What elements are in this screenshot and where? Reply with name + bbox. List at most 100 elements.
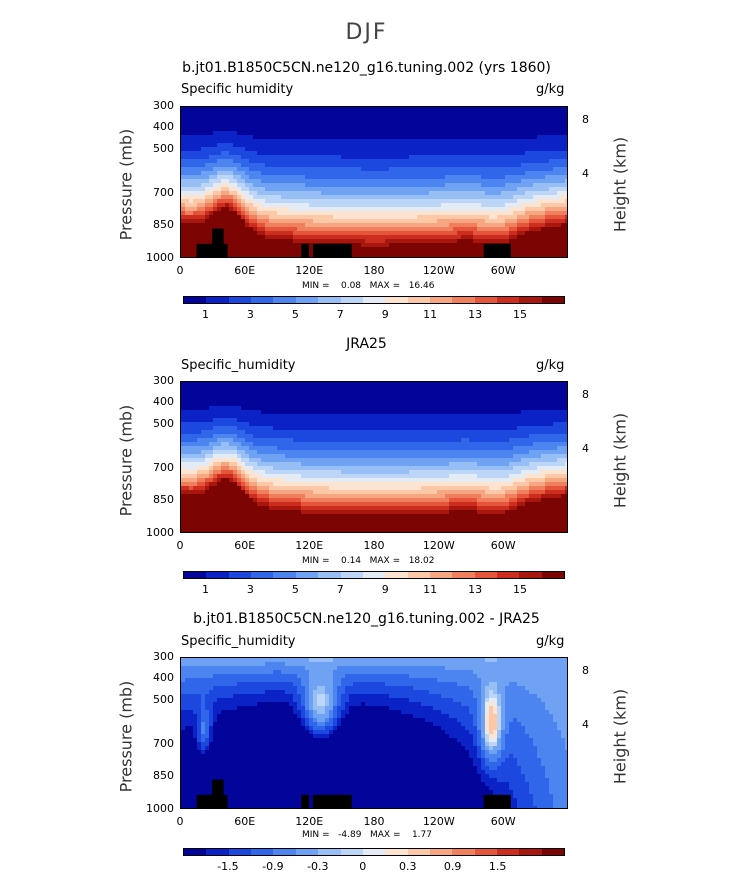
heatmap-cell — [509, 147, 514, 152]
heatmap-cell — [217, 394, 222, 399]
heatmap-cell — [257, 219, 262, 224]
heatmap-cell — [473, 127, 478, 132]
heatmap-cell — [261, 486, 266, 491]
heatmap-cell — [421, 167, 426, 172]
heatmap-cell — [329, 155, 334, 160]
heatmap-cell — [457, 231, 462, 236]
heatmap-cell — [329, 179, 334, 184]
heatmap-cell — [537, 251, 542, 256]
heatmap-cell — [277, 406, 282, 411]
heatmap-cell — [457, 111, 462, 116]
heatmap-cell — [513, 195, 518, 200]
heatmap-cell — [209, 167, 214, 172]
heatmap-cell — [501, 175, 506, 180]
heatmap-cell — [205, 510, 210, 515]
heatmap-cell — [433, 115, 438, 120]
heatmap-cell — [325, 131, 330, 136]
heatmap-cell — [293, 390, 298, 395]
heatmap-cell — [277, 394, 282, 399]
heatmap-cell — [257, 127, 262, 132]
heatmap-cell — [521, 135, 526, 140]
heatmap-cell — [377, 191, 382, 196]
heatmap-cell — [309, 179, 314, 184]
heatmap-cell — [185, 494, 190, 499]
heatmap-cell — [181, 486, 186, 491]
heatmap-cell — [301, 498, 306, 503]
heatmap-cell — [341, 219, 346, 224]
heatmap-cell — [489, 115, 494, 120]
heatmap-cell — [193, 394, 198, 399]
heatmap-cell — [241, 107, 246, 112]
heatmap-cell — [237, 530, 242, 533]
heatmap-cell — [277, 466, 282, 471]
heatmap-cell — [353, 167, 358, 172]
heatmap-cell — [297, 478, 302, 483]
heatmap-cell — [541, 127, 546, 132]
heatmap-cell — [237, 251, 242, 256]
heatmap-cell — [385, 223, 390, 228]
heatmap-cell — [269, 522, 274, 527]
heatmap-cell — [229, 446, 234, 451]
heatmap-cell — [529, 223, 534, 228]
heatmap-svg — [181, 382, 568, 533]
heatmap-cell — [301, 394, 306, 399]
heatmap-cell — [345, 195, 350, 200]
heatmap-cell — [377, 163, 382, 168]
heatmap-cell — [529, 175, 534, 180]
heatmap-cell — [257, 434, 262, 439]
heatmap-cell — [549, 191, 554, 196]
heatmap-cell — [417, 183, 422, 188]
heatmap-cell — [405, 195, 410, 200]
heatmap-cell — [269, 155, 274, 160]
heatmap-cell — [297, 490, 302, 495]
heatmap-cell — [253, 183, 258, 188]
heatmap-cell — [325, 143, 330, 148]
heatmap-cell — [281, 494, 286, 499]
heatmap-cell — [221, 526, 226, 531]
heatmap-cell — [277, 398, 282, 403]
heatmap-cell — [225, 175, 230, 180]
heatmap-cell — [309, 255, 314, 258]
heatmap-cell — [197, 179, 202, 184]
heatmap-cell — [281, 442, 286, 447]
heatmap-cell — [389, 171, 394, 176]
heatmap-cell — [185, 199, 190, 204]
heatmap-cell — [269, 167, 274, 172]
heatmap-cell — [277, 530, 282, 533]
heatmap-cell — [201, 434, 206, 439]
heatmap-cell — [517, 207, 522, 212]
heatmap-cell — [329, 175, 334, 180]
heatmap-cell — [269, 458, 274, 463]
heatmap-cell — [317, 127, 322, 132]
heatmap-cell — [281, 191, 286, 196]
heatmap-cell — [233, 498, 238, 503]
heatmap-cell — [181, 386, 186, 391]
heatmap-cell — [297, 111, 302, 116]
heatmap-cell — [213, 454, 218, 459]
heatmap-cell — [289, 243, 294, 248]
heatmap-cell — [565, 247, 568, 252]
heatmap-cell — [461, 171, 466, 176]
heatmap-cell — [301, 466, 306, 471]
heatmap-cell — [305, 506, 310, 511]
heatmap-cell — [189, 215, 194, 220]
heatmap-cell — [541, 143, 546, 148]
heatmap-cell — [221, 434, 226, 439]
heatmap-cell — [213, 474, 218, 479]
heatmap-cell — [529, 143, 534, 148]
heatmap-cell — [249, 111, 254, 116]
heatmap-cell — [481, 131, 486, 136]
colorbar-swatch — [296, 297, 318, 303]
heatmap-cell — [461, 151, 466, 156]
heatmap-cell — [341, 127, 346, 132]
heatmap-cell — [189, 394, 194, 399]
heatmap-cell — [193, 414, 198, 419]
heatmap-cell — [413, 107, 418, 112]
heatmap-cell — [265, 107, 270, 112]
heatmap-cell — [225, 239, 230, 244]
heatmap-cell — [309, 418, 314, 423]
heatmap-cell — [297, 434, 302, 439]
heatmap-cell — [449, 147, 454, 152]
heatmap-cell — [329, 167, 334, 172]
heatmap-cell — [245, 398, 250, 403]
